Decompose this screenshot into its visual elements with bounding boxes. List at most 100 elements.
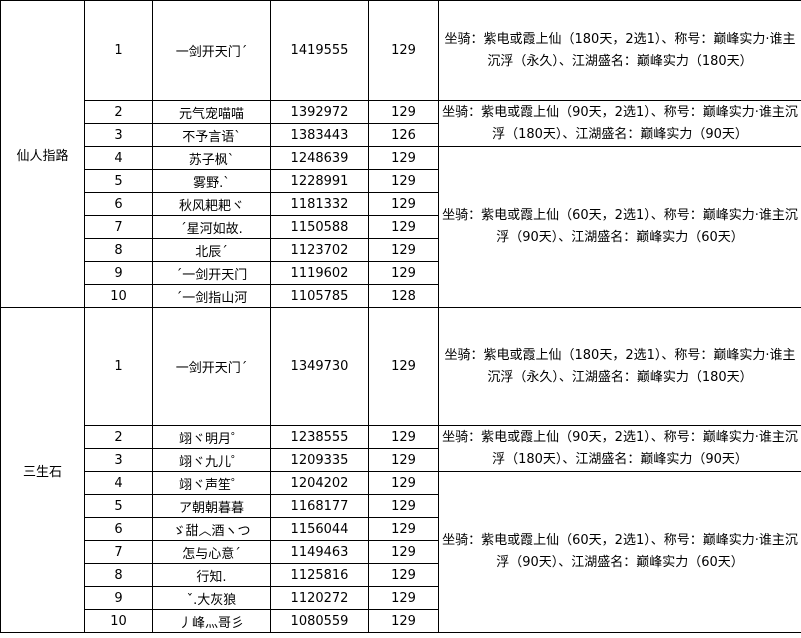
score: 1120272	[270, 586, 369, 610]
score: 1392972	[270, 100, 369, 124]
table-row: 6 秋风耙耙ヾ 1181332 129	[1, 192, 801, 216]
reward: 坐骑：紫电或霞上仙（60天，2选1）、称号：巅峰实力·谁主沉浮（90天）、江湖盛…	[438, 471, 801, 633]
player-name: ˊ星河如故.	[152, 215, 271, 239]
player-name: ˊ一剑指山河	[152, 284, 271, 308]
player-name: 翊ヾ声笙゜	[152, 471, 271, 495]
score: 1248639	[270, 146, 369, 170]
table-row: 8 北辰ˊ 1123702 129	[1, 238, 801, 262]
level: 129	[368, 586, 439, 610]
level: 129	[368, 540, 439, 564]
score: 1209335	[270, 448, 369, 472]
table-row: 4 苏子枫ˋ 1248639 129 坐骑：紫电或霞上仙（60天，2选1）、称号：巅峰实…	[1, 146, 801, 308]
level: 129	[368, 563, 439, 587]
level: 128	[368, 284, 439, 308]
score: 1419555	[270, 0, 369, 101]
score: 1181332	[270, 192, 369, 216]
table-row: 2 翊ヾ明月゜ 1238555 129 坐骑：紫电或霞上仙（90天，2选1）、称号：巅峰…	[1, 425, 801, 472]
level: 129	[368, 471, 439, 495]
table-row: 4 翊ヾ声笙゜ 1204202 129 坐骑：紫电或霞上仙（60天，2选1）、称号：巅峰…	[1, 471, 801, 633]
score: 1156044	[270, 517, 369, 541]
player-name: ゞ甜︿酒ヽつ	[152, 517, 271, 541]
rank: 4	[84, 471, 153, 495]
table-row: 5 ア朝朝暮暮 1168177 129	[1, 494, 801, 518]
level: 129	[368, 0, 439, 101]
player-name: 怎与心意ˊ	[152, 540, 271, 564]
score: 1228991	[270, 169, 369, 193]
table-row: 2 元气宠喵喵 1392972 129 坐骑：紫电或霞上仙（90天，2选1）、称号：巅峰…	[1, 100, 801, 147]
server-name: 仙人指路	[0, 0, 85, 308]
rank: 3	[84, 123, 153, 147]
score: 1349730	[270, 307, 369, 426]
level: 129	[368, 609, 439, 633]
score: 1168177	[270, 494, 369, 518]
reward: 坐骑：紫电或霞上仙（60天，2选1）、称号：巅峰实力·谁主沉浮（90天）、江湖盛…	[438, 146, 801, 308]
rank: 10	[84, 609, 153, 633]
rank: 9	[84, 586, 153, 610]
score: 1238555	[270, 425, 369, 449]
level: 129	[368, 215, 439, 239]
score: 1125816	[270, 563, 369, 587]
level: 129	[368, 448, 439, 472]
player-name: 不予言语ˋ	[152, 123, 271, 147]
score: 1383443	[270, 123, 369, 147]
level: 129	[368, 307, 439, 426]
rank: 7	[84, 215, 153, 239]
reward: 坐骑：紫电或霞上仙（90天，2选1）、称号：巅峰实力·谁主沉浮（180天）、江湖…	[438, 100, 801, 147]
level: 129	[368, 100, 439, 124]
rank: 6	[84, 192, 153, 216]
rank: 9	[84, 261, 153, 285]
rank: 2	[84, 425, 153, 449]
player-name: ˊ一剑开天门	[152, 261, 271, 285]
player-name: 秋风耙耙ヾ	[152, 192, 271, 216]
table-row: 10 ˊ一剑指山河 1105785 128	[1, 284, 801, 308]
player-name: 元气宠喵喵	[152, 100, 271, 124]
table-row: 7 怎与心意ˊ 1149463 129	[1, 540, 801, 564]
level: 129	[368, 146, 439, 170]
rank: 4	[84, 146, 153, 170]
reward: 坐骑：紫电或霞上仙（180天，2选1）、称号：巅峰实力·谁主沉浮（永久）、江湖盛…	[438, 307, 801, 426]
level: 129	[368, 238, 439, 262]
score: 1123702	[270, 238, 369, 262]
player-name: ア朝朝暮暮	[152, 494, 271, 518]
reward: 坐骑：紫电或霞上仙（180天，2选1）、称号：巅峰实力·谁主沉浮（永久）、江湖盛…	[438, 0, 801, 101]
score: 1080559	[270, 609, 369, 633]
table-row: 三生石 1 一剑开天门ˊ 1349730 129 坐骑：紫电或霞上仙（180天，2选1）、…	[0, 307, 801, 633]
server-name: 三生石	[0, 307, 85, 633]
level: 129	[368, 494, 439, 518]
level: 129	[368, 517, 439, 541]
score: 1150588	[270, 215, 369, 239]
table-row: 9 ˊ一剑开天门 1119602 129	[1, 261, 801, 285]
player-name: 雾野.ˋ	[152, 169, 271, 193]
player-name: 一剑开天门ˊ	[152, 0, 271, 101]
rank: 8	[84, 238, 153, 262]
table-row: 5 雾野.ˋ 1228991 129	[1, 169, 801, 193]
rank: 7	[84, 540, 153, 564]
player-name: 丿峰灬哥彡	[152, 609, 271, 633]
level: 129	[368, 261, 439, 285]
table-row: 仙人指路 1 一剑开天门ˊ 1419555 129 坐骑：紫电或霞上仙（180天，2选1）…	[0, 0, 801, 308]
score: 1149463	[270, 540, 369, 564]
rank: 10	[84, 284, 153, 308]
score: 1105785	[270, 284, 369, 308]
rank: 6	[84, 517, 153, 541]
level: 126	[368, 123, 439, 147]
player-name: 翊ヾ九儿゜	[152, 448, 271, 472]
table-row: 9 ˇ.大灰狼 1120272 129	[1, 586, 801, 610]
rank: 3	[84, 448, 153, 472]
rank: 1	[84, 0, 153, 101]
score: 1119602	[270, 261, 369, 285]
player-name: 北辰ˊ	[152, 238, 271, 262]
score: 1204202	[270, 471, 369, 495]
player-name: 苏子枫ˋ	[152, 146, 271, 170]
level: 129	[368, 192, 439, 216]
level: 129	[368, 169, 439, 193]
table-row: 7 ˊ星河如故. 1150588 129	[1, 215, 801, 239]
rank: 5	[84, 169, 153, 193]
player-name: 翊ヾ明月゜	[152, 425, 271, 449]
reward: 坐骑：紫电或霞上仙（90天，2选1）、称号：巅峰实力·谁主沉浮（180天）、江湖…	[438, 425, 801, 472]
player-name: 行知.	[152, 563, 271, 587]
player-name: 一剑开天门ˊ	[152, 307, 271, 426]
